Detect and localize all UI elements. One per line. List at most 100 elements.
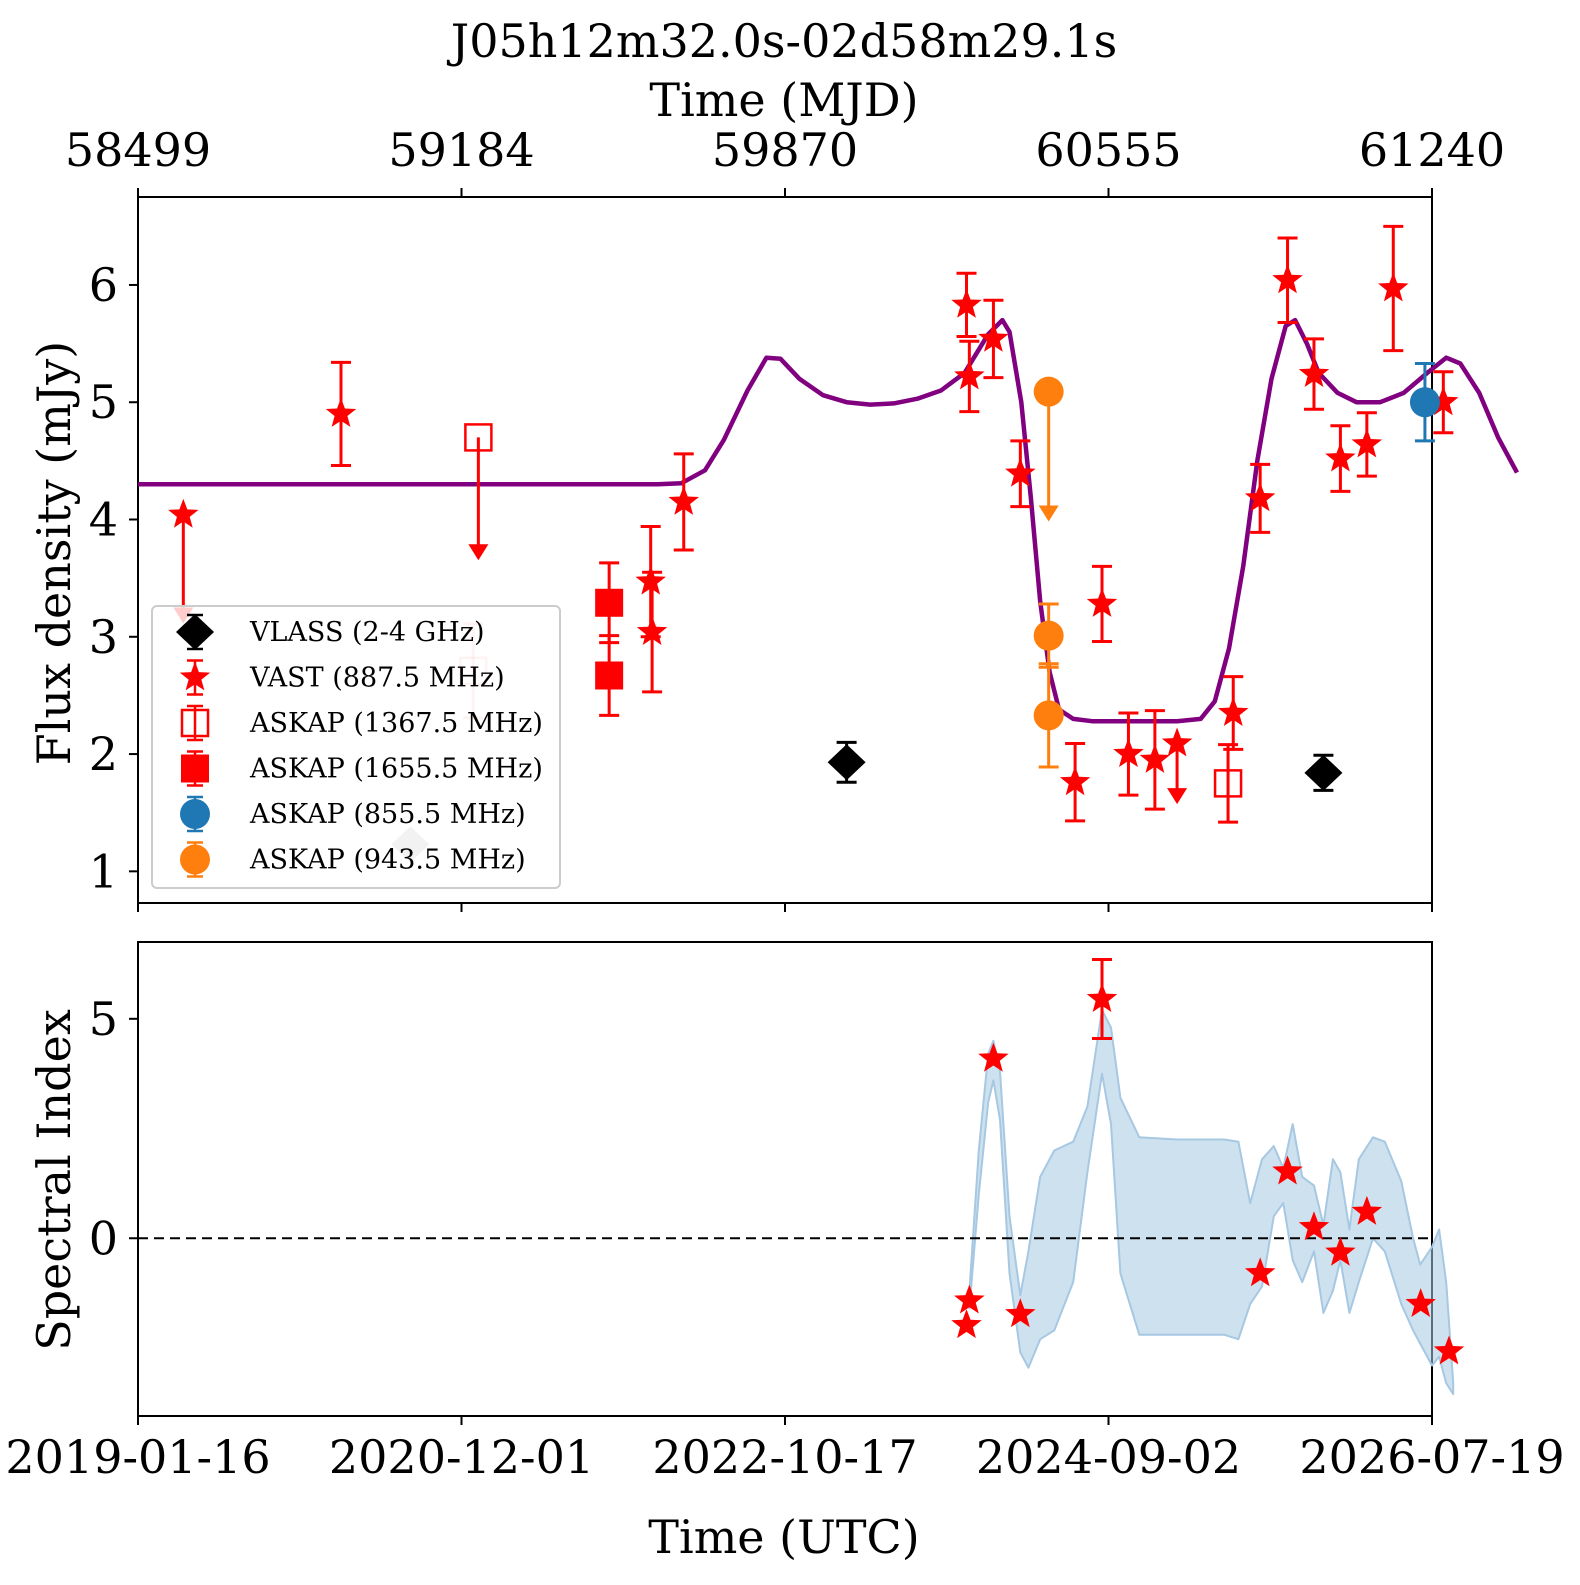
data-point: [954, 1284, 985, 1314]
data-point: [1113, 711, 1144, 797]
data-marker: [1378, 272, 1409, 302]
top-x-tick-label: 59870: [712, 123, 858, 177]
data-marker: [951, 288, 982, 318]
data-marker: [1113, 738, 1144, 767]
y-tick-label: 4: [89, 493, 118, 547]
chart-title: J05h12m32.0s-02d58m29.1s: [447, 14, 1117, 68]
data-point: [1218, 675, 1249, 751]
data-marker: [668, 485, 699, 515]
data-point: [1033, 662, 1064, 769]
data-point: [1139, 709, 1171, 811]
data-point: [1086, 564, 1118, 643]
legend-marker: [181, 754, 209, 783]
data-marker: [1405, 1288, 1436, 1317]
data-point: [1244, 1257, 1276, 1287]
top-axis-label: Time (MJD): [649, 73, 918, 127]
flux-density-axis-label: Flux density (mJy): [27, 341, 81, 765]
legend-label: VLASS (2-4 GHz): [249, 617, 485, 648]
legend-entry: ASKAP (855.5 MHz): [180, 795, 526, 833]
panel-1-frame: [137, 196, 1433, 904]
data-marker: [168, 498, 199, 528]
data-marker: [595, 588, 624, 617]
legend-label: ASKAP (1367.5 MHz): [249, 708, 543, 739]
data-marker: [1272, 1155, 1303, 1185]
spectral-index-uncertainty-band: [968, 1009, 1455, 1396]
data-point: [1213, 743, 1243, 824]
bottom-x-tick-label: 2022-10-17: [652, 1430, 917, 1484]
data-point: [1086, 958, 1118, 1041]
data-marker: [1325, 442, 1356, 472]
top-x-tick-label: 59184: [388, 123, 534, 177]
data-marker: [1218, 697, 1249, 726]
legend-entry: ASKAP (1655.5 MHz): [181, 750, 543, 787]
data-point: [1378, 224, 1409, 353]
data-point: [1005, 1298, 1036, 1328]
data-marker: [1433, 1335, 1465, 1365]
legend-marker: [179, 661, 211, 691]
spectral-index-axis-label: Spectral Index: [27, 1009, 81, 1351]
data-marker: [978, 1042, 1009, 1072]
data-point: [1059, 742, 1091, 823]
data-point: [636, 570, 668, 694]
y-tick-label: 5: [89, 375, 118, 429]
data-point: [1298, 337, 1330, 411]
bottom-x-tick-label: 2026-07-19: [1299, 1430, 1564, 1484]
data-point: [1298, 1211, 1330, 1241]
y-tick-label: 1: [89, 844, 118, 898]
data-point: [951, 1309, 982, 1339]
data-marker: [325, 398, 357, 427]
data-point: [595, 561, 624, 645]
data-marker: [1244, 1257, 1276, 1287]
data-point: [1005, 439, 1036, 509]
legend-marker: [176, 614, 214, 650]
data-marker: [1304, 754, 1343, 791]
data-marker: [1351, 428, 1383, 458]
bottom-x-tick-label: 2020-12-01: [329, 1430, 594, 1484]
data-marker: [1161, 727, 1193, 757]
y-tick-label: 5: [89, 992, 118, 1046]
data-marker: [1059, 766, 1091, 796]
bottom-x-tick-label: 2019-01-16: [5, 1430, 270, 1484]
upper-limit-arrow-head: [468, 544, 489, 561]
data-point: [1325, 424, 1356, 493]
data-marker: [1244, 482, 1276, 512]
data-marker: [1086, 983, 1118, 1012]
legend: VLASS (2-4 GHz) VAST (887.5 MHz) ASKAP (13…: [151, 605, 561, 889]
data-marker: [1005, 457, 1036, 487]
data-point: [595, 634, 624, 717]
data-marker: [1005, 1298, 1036, 1328]
data-marker: [464, 423, 493, 452]
legend-entry: ASKAP (943.5 MHz): [180, 841, 526, 878]
data-point: [168, 498, 199, 624]
data-marker: [954, 360, 985, 390]
legend-entry: VAST (887.5 MHz): [179, 659, 505, 696]
data-point: [1304, 753, 1343, 792]
y-tick-label: 3: [89, 610, 118, 664]
data-marker: [1428, 386, 1459, 416]
data-marker: [827, 744, 866, 781]
data-marker: [1298, 1211, 1330, 1241]
panel-2-frame: [137, 941, 1433, 1417]
data-point: [1244, 462, 1276, 534]
data-marker: [1272, 264, 1303, 294]
top-x-tick-label: 58499: [65, 123, 211, 177]
error-bar: [1218, 743, 1239, 824]
data-marker: [1033, 376, 1064, 407]
data-marker: [1033, 620, 1064, 651]
data-point: [1351, 411, 1383, 478]
bottom-x-tick-label: 2024-09-02: [976, 1430, 1241, 1484]
data-marker: [978, 322, 1009, 352]
data-marker: [1086, 587, 1118, 617]
data-point: [1409, 362, 1440, 443]
data-marker: [1139, 743, 1171, 773]
legend-label: ASKAP (855.5 MHz): [249, 799, 526, 830]
legend-entry: VLASS (2-4 GHz): [176, 613, 485, 651]
data-point: [951, 271, 982, 339]
legend-marker: [180, 708, 210, 738]
y-tick-label: 0: [89, 1211, 118, 1265]
data-point: [1161, 727, 1193, 805]
legend-marker: [180, 799, 210, 829]
top-x-tick-label: 60555: [1035, 123, 1181, 177]
